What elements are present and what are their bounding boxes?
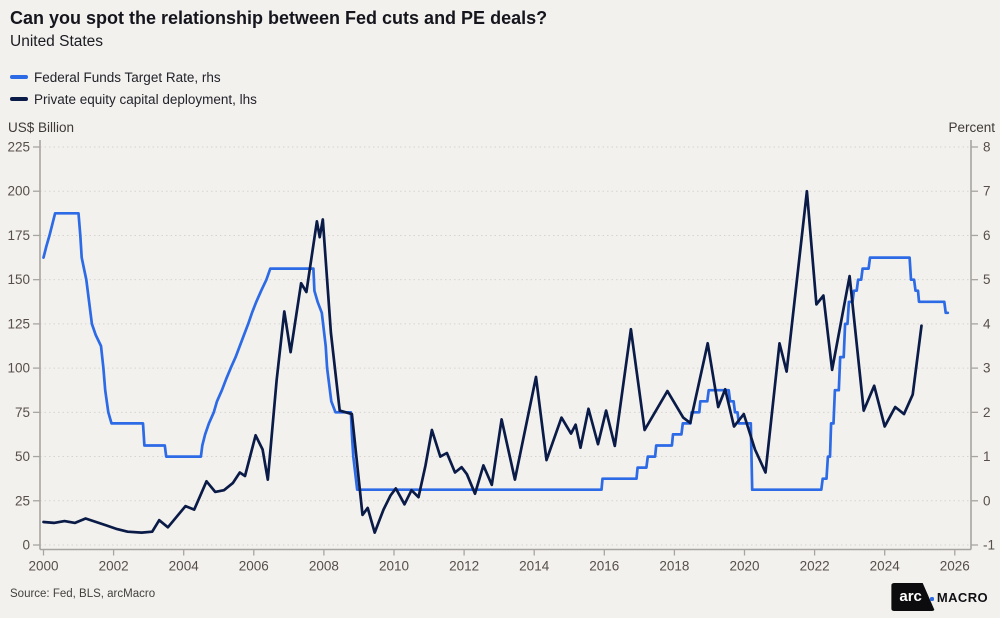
svg-text:2026: 2026 (940, 559, 970, 574)
svg-text:8: 8 (983, 140, 991, 155)
svg-text:125: 125 (7, 316, 30, 331)
svg-text:2020: 2020 (729, 559, 759, 574)
svg-text:200: 200 (7, 184, 30, 199)
svg-text:2008: 2008 (309, 559, 339, 574)
svg-text:4: 4 (983, 316, 991, 331)
svg-text:25: 25 (15, 493, 30, 508)
logo-dot-icon (929, 597, 934, 601)
source-note: Source: Fed, BLS, arcMacro (10, 588, 156, 600)
logo-arc-box: arc (891, 583, 935, 611)
svg-text:175: 175 (7, 228, 30, 243)
svg-text:7: 7 (983, 184, 991, 199)
svg-text:1: 1 (983, 449, 991, 464)
arcmacro-logo: arc MACRO (891, 583, 988, 611)
svg-text:5: 5 (983, 272, 991, 287)
svg-text:225: 225 (7, 140, 30, 155)
svg-text:2024: 2024 (870, 559, 901, 574)
svg-text:2014: 2014 (519, 559, 550, 574)
svg-text:0: 0 (22, 538, 30, 553)
svg-text:2010: 2010 (379, 559, 409, 574)
left-axis-title: US$ Billion (8, 120, 75, 135)
svg-text:2012: 2012 (449, 559, 479, 574)
legend-item-pe-deployment: Private equity capital deployment, lhs (10, 88, 257, 110)
svg-text:2018: 2018 (659, 559, 689, 574)
chart-subtitle: United States (10, 33, 104, 50)
svg-text:2000: 2000 (28, 559, 58, 574)
svg-text:150: 150 (7, 272, 30, 287)
svg-text:2006: 2006 (239, 559, 269, 574)
right-axis-title: Percent (948, 120, 995, 135)
legend-label-fed-funds-rate: Federal Funds Target Rate, rhs (34, 69, 221, 85)
svg-text:6: 6 (983, 228, 991, 243)
logo-macro-text: MACRO (936, 589, 988, 605)
svg-text:100: 100 (7, 361, 30, 376)
legend-label-pe-deployment: Private equity capital deployment, lhs (34, 91, 257, 107)
svg-text:2016: 2016 (589, 559, 619, 574)
legend-item-fed-funds-rate: Federal Funds Target Rate, rhs (10, 66, 257, 88)
svg-text:-1: -1 (983, 538, 995, 553)
svg-text:75: 75 (15, 405, 30, 420)
svg-text:2002: 2002 (99, 559, 129, 574)
legend-swatch-pe-deployment (10, 97, 28, 101)
svg-text:2004: 2004 (169, 559, 200, 574)
legend-swatch-fed-funds-rate (10, 75, 28, 79)
legend: Federal Funds Target Rate, rhs Private e… (10, 66, 257, 110)
svg-text:0: 0 (983, 493, 991, 508)
svg-text:2022: 2022 (800, 559, 830, 574)
chart-title: Can you spot the relationship between Fe… (10, 8, 548, 28)
svg-text:2: 2 (983, 405, 991, 420)
svg-text:3: 3 (983, 361, 991, 376)
svg-text:50: 50 (15, 449, 30, 464)
